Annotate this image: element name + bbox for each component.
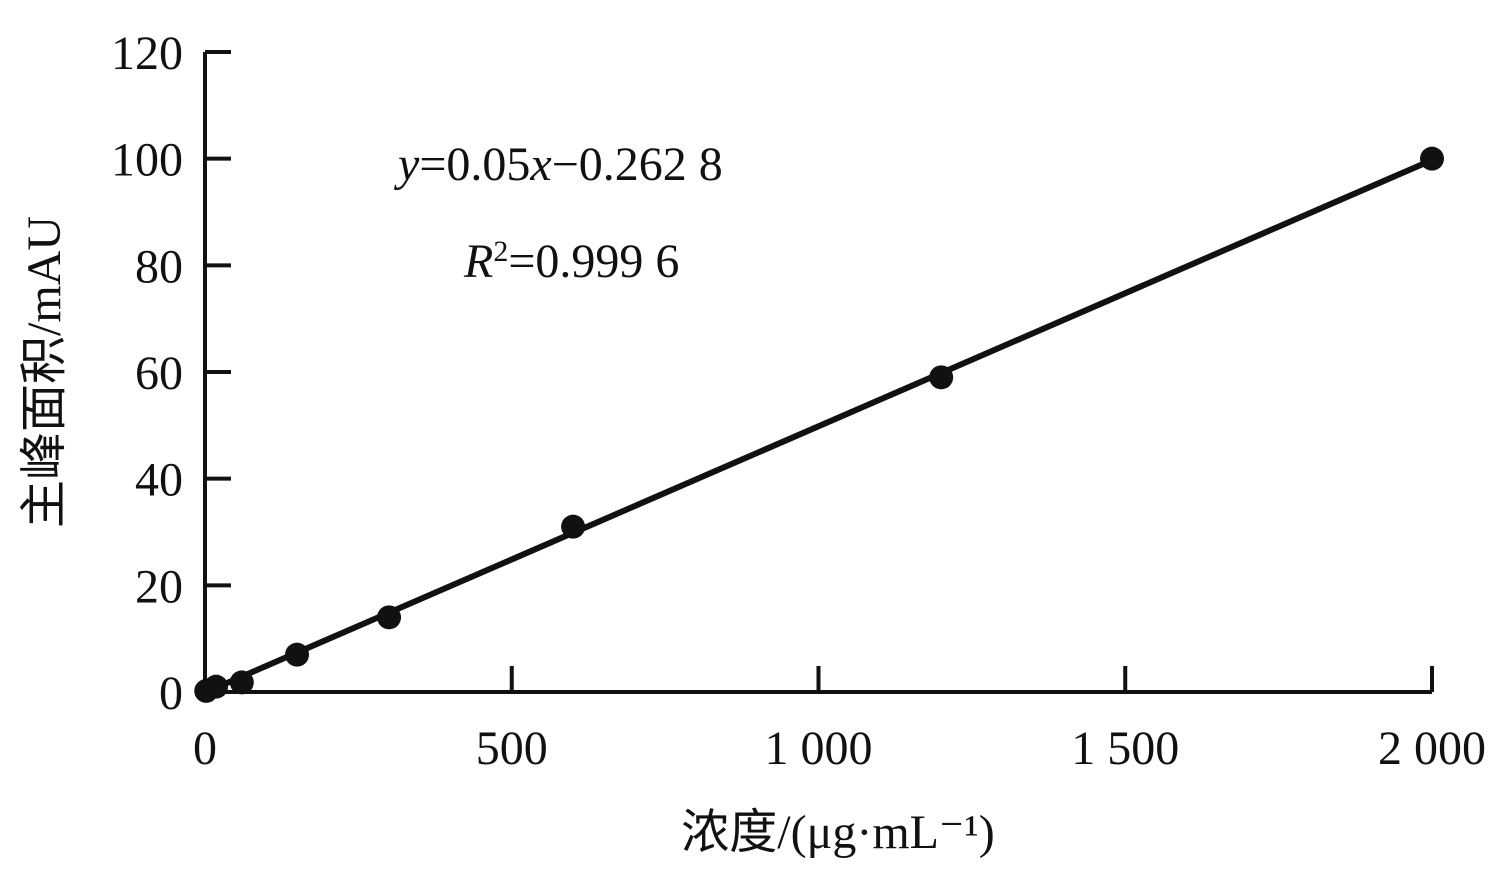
equation-x-var: x	[529, 138, 551, 191]
y-tick-label: 60	[135, 347, 183, 400]
y-tick-label: 100	[111, 134, 183, 187]
y-tick-label: 80	[135, 240, 183, 293]
fit-line	[203, 157, 1435, 695]
data-point	[204, 674, 229, 699]
x-tick-label: 1 500	[1071, 722, 1179, 775]
y-tick-label: 20	[135, 560, 183, 613]
y-tick-label: 40	[135, 454, 183, 507]
axes: 0 20 40 60 80 100 120 0 500 1 000 1 500 2 000	[111, 27, 1486, 775]
data-point	[229, 670, 254, 695]
data-point	[929, 365, 954, 390]
equation-y-var: y	[393, 138, 420, 191]
y-tick-label: 0	[159, 667, 183, 720]
data-point	[1420, 146, 1444, 171]
data-point	[285, 642, 310, 667]
x-tick-label: 2 000	[1378, 722, 1486, 775]
data-points	[194, 146, 1444, 703]
data-point	[377, 605, 402, 630]
r-squared: R2=0.999 6	[463, 235, 679, 289]
fit-line-layer	[203, 157, 1435, 695]
x-axis-title: 浓度/(μg·mL⁻¹)	[681, 806, 994, 859]
x-tick-label: 0	[193, 722, 217, 775]
x-ticks: 0 500 1 000 1 500 2 000	[193, 666, 1486, 775]
equation-rest: −0.262 8	[552, 138, 723, 191]
r2-rest: =0.999 6	[508, 235, 679, 288]
y-axis-title: 主峰面积/mAU	[18, 216, 71, 528]
equation-eq: =0.05	[419, 138, 530, 191]
y-tick-label: 120	[111, 27, 183, 80]
y-ticks: 0 20 40 60 80 100 120	[111, 27, 231, 720]
data-point	[561, 514, 586, 539]
x-tick-label: 1 000	[765, 722, 873, 775]
r2-sup: 2	[493, 235, 508, 268]
r2-r: R	[463, 235, 493, 288]
x-tick-label: 500	[476, 722, 548, 775]
fit-equation: y=0.05x−0.262 8	[393, 138, 723, 191]
